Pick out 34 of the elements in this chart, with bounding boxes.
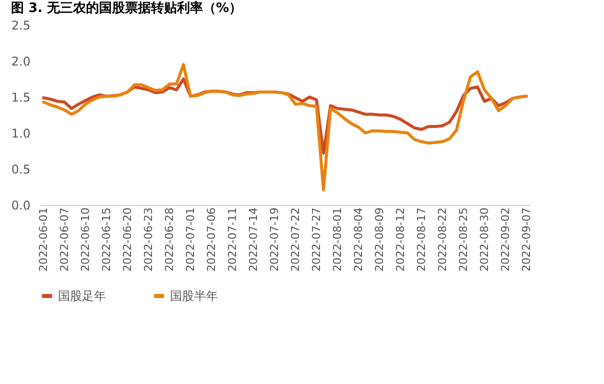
legend-label: 国股半年 — [170, 289, 218, 303]
line-series — [42, 63, 528, 192]
x-tick-label: 2022-09-07 — [520, 208, 533, 272]
x-tick-label: 2022-08-09 — [373, 208, 386, 272]
x-tick-label: 2022-08-25 — [457, 208, 470, 272]
chart-title: 图 3. 无三农的国股票据转贴利率（%） — [10, 0, 242, 16]
y-tick-label: 2.0 — [11, 54, 30, 68]
x-tick-label: 2022-06-15 — [100, 208, 113, 272]
x-tick-label: 2022-08-01 — [331, 208, 344, 272]
x-tick-label: 2022-06-23 — [142, 208, 155, 272]
x-tick-label: 2022-06-20 — [121, 208, 134, 272]
x-tick-label: 2022-07-22 — [289, 208, 302, 272]
x-tick-label: 2022-08-12 — [394, 208, 407, 272]
y-tick-label: 1.5 — [11, 90, 30, 104]
x-tick-label: 2022-06-28 — [163, 208, 176, 272]
x-tick-label: 2022-07-11 — [226, 208, 239, 272]
x-tick-label: 2022-08-04 — [352, 208, 365, 272]
x-tick-label: 2022-08-30 — [478, 208, 491, 272]
y-tick-label: 0.0 — [11, 198, 30, 212]
x-tick-label: 2022-06-07 — [58, 208, 71, 272]
y-tick-label: 2.5 — [11, 18, 30, 32]
x-tick-label: 2022-07-06 — [205, 208, 218, 272]
x-tick-label: 2022-07-14 — [247, 208, 260, 272]
x-tick-label: 2022-07-19 — [268, 208, 281, 272]
x-tick-label: 2022-07-01 — [184, 208, 197, 272]
x-tick-label: 2022-09-02 — [499, 208, 512, 272]
x-tick-label: 2022-08-22 — [436, 208, 449, 272]
y-tick-label: 1.0 — [11, 126, 30, 140]
x-tick-label: 2022-07-27 — [310, 208, 323, 272]
x-tick-label: 2022-06-10 — [79, 208, 92, 272]
legend-label: 国股足年 — [58, 289, 106, 303]
x-tick-label: 2022-06-01 — [37, 208, 50, 272]
x-tick-label: 2022-08-17 — [415, 208, 428, 272]
y-tick-label: 0.5 — [11, 162, 30, 176]
